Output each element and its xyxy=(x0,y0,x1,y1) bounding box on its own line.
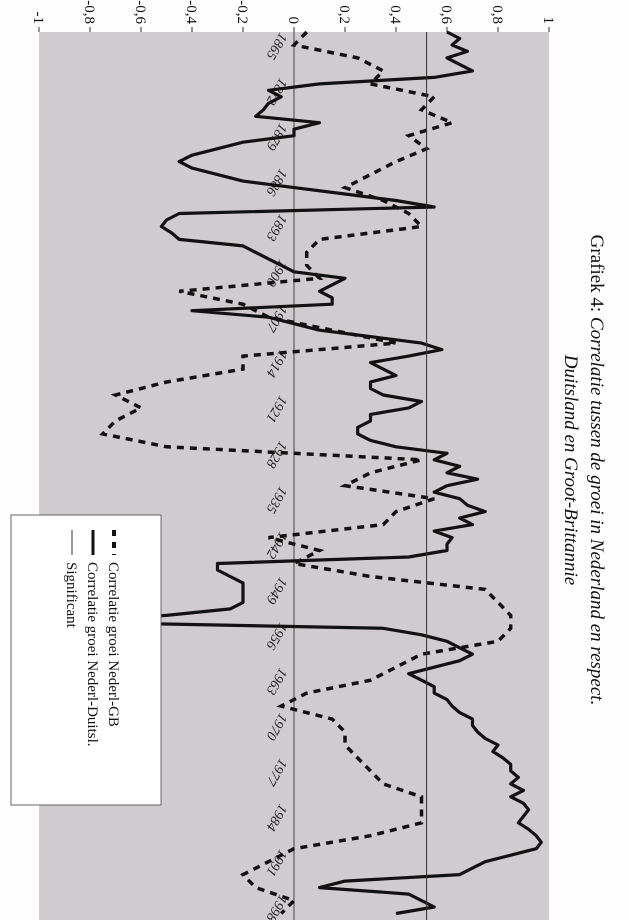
chart-title-italic: Correlatie tussen de groei in Nederland … xyxy=(586,317,607,705)
y-tick-label: -0,4 xyxy=(183,0,199,24)
chart-title: Grafiek 4: Correlatie tussen de groei in… xyxy=(586,235,607,706)
legend: Correlatie groei Nederl-GB Correlatie gr… xyxy=(10,514,162,806)
rotated-chart-group: -1 -0,8 -0,6 -0,4 -0,2 0 0,2 0,4 0,6 0,8 1 1865187… xyxy=(10,0,607,920)
y-tick-label: 0,6 xyxy=(438,5,454,24)
chart-subtitle: Duitsland en Groot-Brittannie xyxy=(560,354,581,585)
y-tick-label: -1 xyxy=(30,12,46,25)
chart-title-prefix: Grafiek 4: xyxy=(586,235,607,317)
y-tick-label: 0,4 xyxy=(387,5,403,24)
y-tick-label: -0,2 xyxy=(234,0,250,24)
series-line-nederl-gb xyxy=(99,30,513,915)
y-tick-label: 1 xyxy=(540,17,556,25)
series-line-nederl-duitsl xyxy=(50,30,543,916)
y-tick-label: 0,8 xyxy=(489,5,505,24)
legend-label-de: Correlatie groei Nederl-Duitsl. xyxy=(84,562,100,747)
y-tick-label: -0,6 xyxy=(132,0,148,24)
legend-label-significant: Significant xyxy=(63,562,79,629)
y-tick-label: -0,8 xyxy=(81,0,97,24)
y-tick-label: 0,2 xyxy=(336,5,352,24)
legend-box xyxy=(10,514,162,806)
legend-label-gb: Correlatie groei Nederl-GB xyxy=(105,562,121,727)
y-tick-label: 0 xyxy=(285,17,301,25)
